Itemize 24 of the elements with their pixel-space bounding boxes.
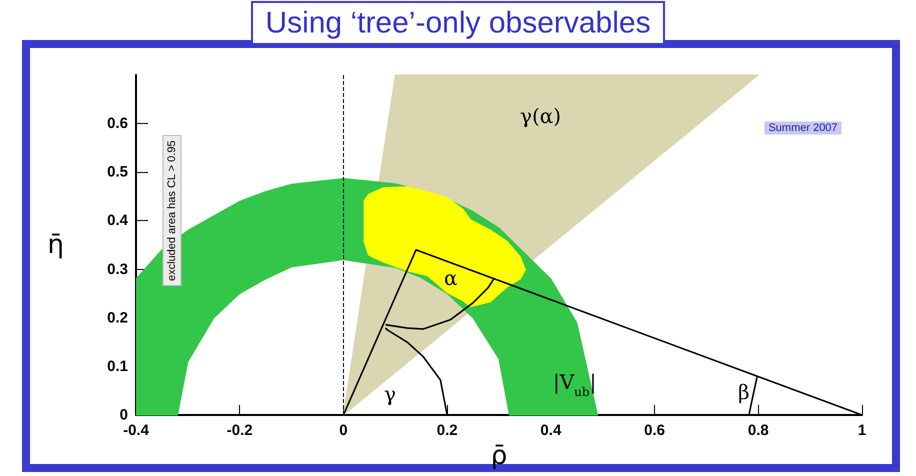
x-tick-label: -0.4 (123, 422, 150, 439)
chart-title: Using ‘tree’-only observables (265, 6, 651, 40)
annotation: excluded area has CL > 0.95 (166, 140, 178, 281)
y-tick-label: 0.1 (107, 358, 128, 375)
annotation: γ(α) (520, 104, 562, 128)
x-tick-label: 0.2 (436, 422, 458, 439)
annotation: α (444, 266, 458, 290)
x-tick-label: 0.6 (644, 422, 665, 439)
x-tick-label: 0 (339, 422, 348, 439)
y-tick-label: 0.3 (107, 260, 128, 278)
annotation: γ (384, 382, 396, 406)
y-axis-title: η̄ (48, 230, 64, 260)
x-tick-label: 1 (858, 422, 866, 439)
y-tick-label: 0.6 (107, 115, 128, 132)
y-tick-label: 0.4 (107, 212, 129, 230)
annotation: β (738, 380, 750, 404)
x-axis-title: ρ̄ (490, 440, 508, 471)
annotation: Summer 2007 (768, 122, 838, 134)
x-tick-label: 0.4 (540, 422, 562, 439)
y-tick-label: 0.2 (107, 309, 128, 326)
y-tick-label: 0 (120, 406, 128, 424)
x-tick-label: -0.2 (226, 422, 253, 439)
x-tick-label: 0.8 (748, 422, 769, 439)
y-tick-label: 0.5 (107, 164, 128, 181)
